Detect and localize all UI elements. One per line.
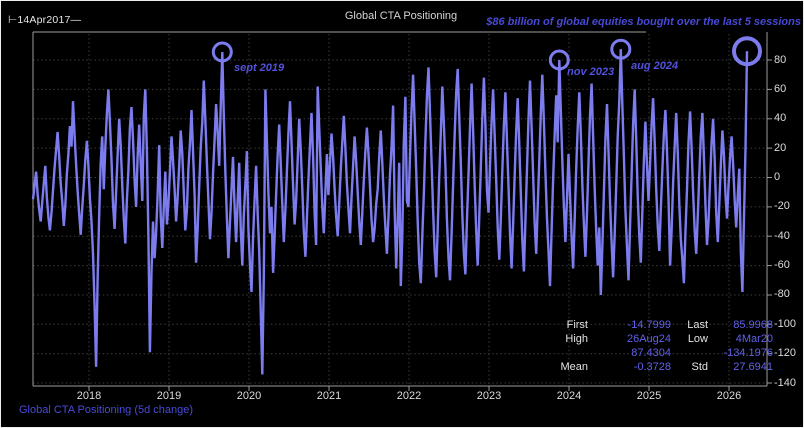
cta-positioning-chart xyxy=(31,31,772,391)
terminal-chart-window: ⊢14Apr2017— Global CTA Positioning $86 b… xyxy=(0,0,804,428)
